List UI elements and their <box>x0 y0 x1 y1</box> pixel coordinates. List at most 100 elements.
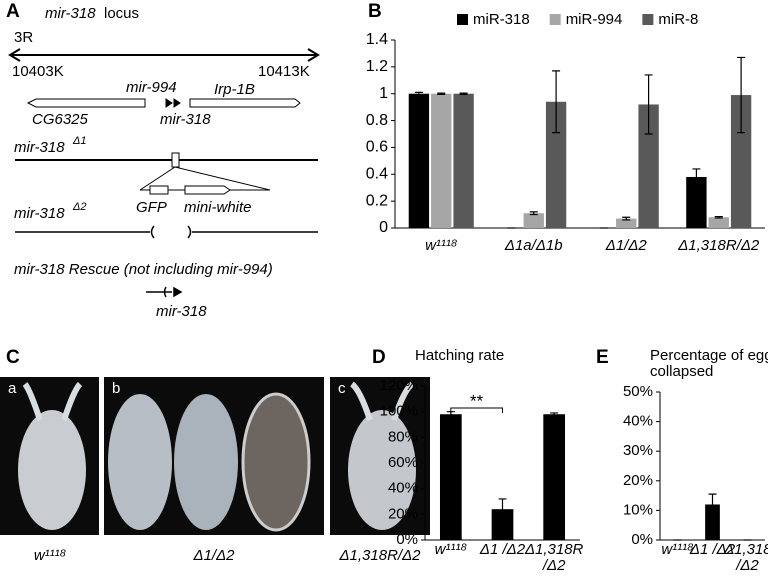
panel-label: A <box>6 1 20 22</box>
delta2-map <box>15 225 318 239</box>
legend-swatch <box>642 14 654 25</box>
error-bar <box>644 74 653 135</box>
photo-caption: Δ1/Δ2 <box>193 547 236 564</box>
y-tick-label: 60% <box>388 454 418 471</box>
bar <box>708 217 729 228</box>
y-tick-label: 10% <box>623 501 653 518</box>
y-tick-label: 0 <box>379 219 388 236</box>
error-bar <box>692 168 701 186</box>
coordinate: 10413K <box>258 63 310 80</box>
error-bar <box>708 493 717 516</box>
x-tick-label-box: w¹¹¹⁸ <box>661 542 694 558</box>
gene-label: Irp-1B <box>214 81 255 98</box>
bar <box>543 414 566 540</box>
y-tick-label: 1.4 <box>366 31 388 48</box>
legend-swatch <box>549 14 561 25</box>
bar <box>491 509 514 540</box>
bar <box>616 218 637 228</box>
gene-label: mir-994 <box>126 79 177 96</box>
error-bar <box>437 92 446 95</box>
bar <box>453 93 474 228</box>
x-tick-label: Δ1,318R /Δ2 <box>524 542 584 574</box>
bar <box>638 104 659 228</box>
annotation: ** <box>470 391 484 410</box>
panel-label: E <box>596 347 609 368</box>
legend-swatch <box>457 14 468 25</box>
panel-label: D <box>372 347 386 368</box>
gene-label: mir-318 <box>160 111 211 128</box>
allele-sup: Δ2 <box>72 201 87 213</box>
x-tick-label: Δ1a/Δ1b <box>504 237 563 254</box>
y-tick-label: 0.6 <box>366 139 388 156</box>
bar <box>439 414 462 540</box>
rescue-map <box>146 286 183 298</box>
x-tick-label-box: Δ1 /Δ2 <box>689 542 736 558</box>
insert-label: mini-white <box>184 199 252 216</box>
y-tick-label: 0% <box>396 531 418 548</box>
x-tick-label: w¹¹¹⁸ <box>661 542 694 558</box>
chart-title-box: Hatching rate <box>415 348 505 364</box>
error-bar <box>414 91 423 96</box>
x-tick-label: Δ1 /Δ2 <box>479 542 526 558</box>
x-tick-label: Δ1,318R /Δ2 <box>724 542 768 574</box>
gene-label: CG6325 <box>32 111 89 128</box>
bar <box>523 213 544 228</box>
x-tick-label: Δ1 /Δ2 <box>689 542 736 558</box>
error-bar <box>714 215 723 219</box>
error-bar <box>459 92 468 95</box>
coordinate: 10403K <box>12 63 64 80</box>
bar <box>431 93 452 228</box>
x-tick-label-box: Δ1,318R /Δ2 <box>724 542 768 574</box>
panel-label: B <box>368 1 382 22</box>
y-tick-label: 30% <box>623 442 653 459</box>
y-tick-label: 0.2 <box>366 192 388 209</box>
y-tick-label: 40% <box>388 480 418 497</box>
y-tick-label: 120% <box>380 377 418 394</box>
y-tick-label: 50% <box>623 383 653 400</box>
scale-arrow <box>8 48 320 62</box>
error-bar <box>737 56 746 134</box>
x-tick-label: Δ1,318R/Δ2 <box>677 237 760 254</box>
y-tick-label: 100% <box>380 403 418 420</box>
locus-word: locus <box>104 5 139 22</box>
error-bar <box>552 70 561 134</box>
y-tick-label: 1 <box>379 85 388 102</box>
error-bar <box>622 216 631 221</box>
legend-label: miR-318 <box>473 11 530 28</box>
photo-label: c <box>338 380 346 397</box>
chart-title: Percentage of eggs collapsed <box>650 348 768 380</box>
y-tick-label: 20% <box>388 505 418 522</box>
panel-label: C <box>6 347 20 368</box>
bar <box>545 101 567 228</box>
gene-map <box>26 98 301 108</box>
x-tick-label: w¹¹¹⁸ <box>434 542 467 558</box>
x-tick-label-box: Δ1 /Δ2 <box>479 542 526 558</box>
y-tick-label: 0% <box>631 531 653 548</box>
bar <box>686 176 707 228</box>
bar <box>730 95 752 228</box>
y-tick-label: 0.4 <box>366 166 388 183</box>
x-tick-label-box: Δ1,318R /Δ2 <box>524 542 584 574</box>
photo-label: a <box>8 380 17 397</box>
significance-bracket <box>450 407 503 413</box>
allele-label: mir-318 <box>14 205 65 222</box>
y-tick-label: 80% <box>388 428 418 445</box>
delta1-map <box>15 152 318 195</box>
x-tick-label: Δ1/Δ2 <box>605 237 648 254</box>
rescue-label: mir-318 Rescue (not including mir-994) <box>14 261 273 278</box>
chart-title: Hatching rate <box>415 348 505 364</box>
chromosome: 3R <box>14 29 33 46</box>
legend-label: miR-8 <box>658 11 698 28</box>
error-bar <box>498 498 507 521</box>
photo-caption: w¹¹¹⁸ <box>34 547 66 564</box>
x-tick-label-box: w¹¹¹⁸ <box>434 542 467 558</box>
embryo-photos <box>0 377 430 535</box>
locus-gene: mir-318 <box>45 5 96 22</box>
chart-title-box: Percentage of eggs collapsed <box>650 348 768 380</box>
y-tick-label: 40% <box>623 413 653 430</box>
photo-label: b <box>112 380 120 397</box>
y-tick-label: 20% <box>623 472 653 489</box>
allele-label: mir-318 <box>14 139 65 156</box>
bar <box>408 93 430 228</box>
